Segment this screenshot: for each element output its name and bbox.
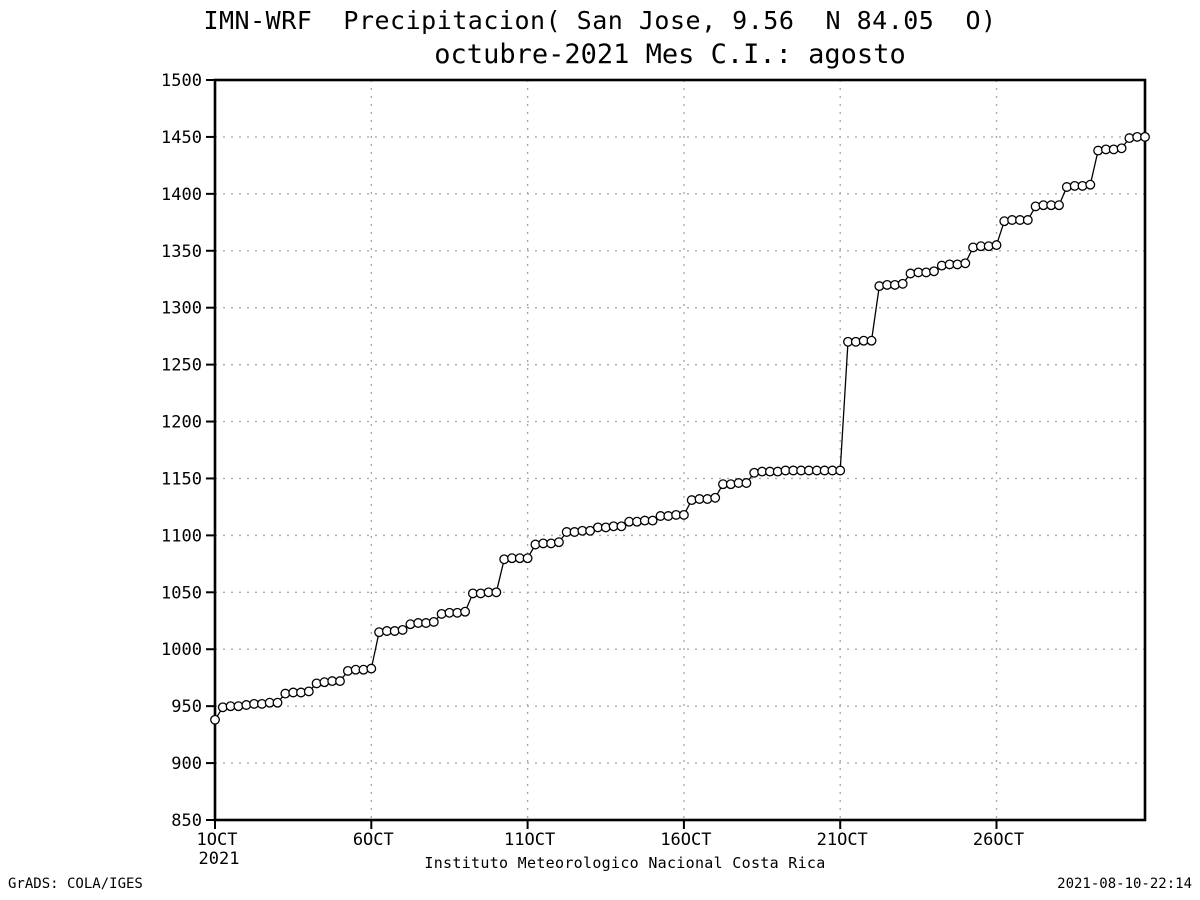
y-tick-label: 900 (171, 754, 202, 774)
y-tick-label: 850 (171, 811, 202, 831)
x-tick-label: 26OCT (973, 830, 1024, 850)
y-tick-label: 1100 (161, 526, 202, 546)
data-point-marker (397, 624, 408, 635)
y-tick-label: 1250 (161, 356, 202, 376)
x-tick-label: 11OCT (504, 830, 555, 850)
data-point-marker (952, 259, 963, 270)
y-tick-label: 1400 (161, 185, 202, 205)
data-point-marker (741, 478, 752, 488)
data-point-marker (905, 268, 916, 279)
grads-credit: GrADS: COLA/IGES (8, 876, 143, 892)
timestamp: 2021-08-10-22:14 (1057, 876, 1192, 892)
y-tick-label: 950 (171, 697, 202, 717)
data-point-marker (491, 587, 502, 598)
data-point-marker (366, 663, 377, 674)
data-point-marker (272, 697, 283, 708)
data-point-marker (460, 606, 471, 617)
data-point-marker (210, 714, 220, 725)
data-point-marker (1140, 131, 1150, 142)
data-point-marker (991, 240, 1002, 251)
data-point-marker (960, 258, 971, 269)
plot-frame (213, 78, 1147, 822)
y-axis: 850 900 950 1000 1050 1100 1150 1200 1250 1300 135… (161, 71, 214, 831)
data-point-marker (835, 465, 846, 476)
data-point-marker (1116, 143, 1127, 154)
data-point-marker (1054, 200, 1064, 211)
y-tick-label: 1500 (161, 71, 202, 91)
data-point-marker (897, 278, 908, 289)
data-point-marker (303, 686, 314, 697)
chart-title: IMN-WRF Precipitacion( San Jose, 9.56 N … (203, 6, 997, 35)
data-point-marker (678, 509, 689, 520)
y-tick-label: 1150 (161, 469, 202, 489)
x-axis-title: Instituto Meteorologico Nacional Costa R… (424, 854, 826, 872)
data-point-marker (233, 701, 244, 712)
data-point-marker (335, 676, 345, 687)
y-tick-label: 1300 (161, 299, 202, 319)
data-point-marker (616, 521, 627, 532)
gridlines (215, 80, 1145, 820)
x-tick-label: 6OCT (353, 830, 394, 850)
y-tick-label: 1350 (161, 242, 202, 262)
y-tick-label: 1450 (161, 128, 202, 148)
data-point-marker (553, 537, 564, 548)
data-point-marker (522, 553, 533, 564)
data-point-marker (850, 336, 861, 347)
series-precipitation (210, 131, 1150, 725)
x-tick-label: 16OCT (660, 830, 711, 850)
data-point-marker (866, 335, 877, 346)
data-point-marker (1085, 179, 1096, 190)
data-point-marker (1061, 182, 1072, 192)
y-tick-label: 1200 (161, 413, 202, 433)
data-point-marker (436, 608, 447, 619)
data-point-marker (1108, 144, 1119, 155)
data-point-marker (749, 467, 760, 478)
chart-subtitle: octubre-2021 Mes C.I.: agosto (434, 39, 906, 70)
data-point-marker (389, 626, 400, 636)
x-tick-label: 21OCT (817, 830, 868, 850)
y-tick-label: 1050 (161, 583, 202, 603)
x-tick-year-label: 2021 (199, 849, 240, 869)
data-point-marker (710, 492, 721, 503)
data-point-marker (428, 616, 439, 627)
data-point-marker (647, 515, 658, 526)
x-tick-label: 1OCT (197, 830, 238, 850)
data-point-marker (929, 266, 939, 277)
data-point-marker (280, 688, 291, 699)
y-tick-label: 1000 (161, 640, 202, 660)
data-point-marker (1022, 215, 1033, 225)
